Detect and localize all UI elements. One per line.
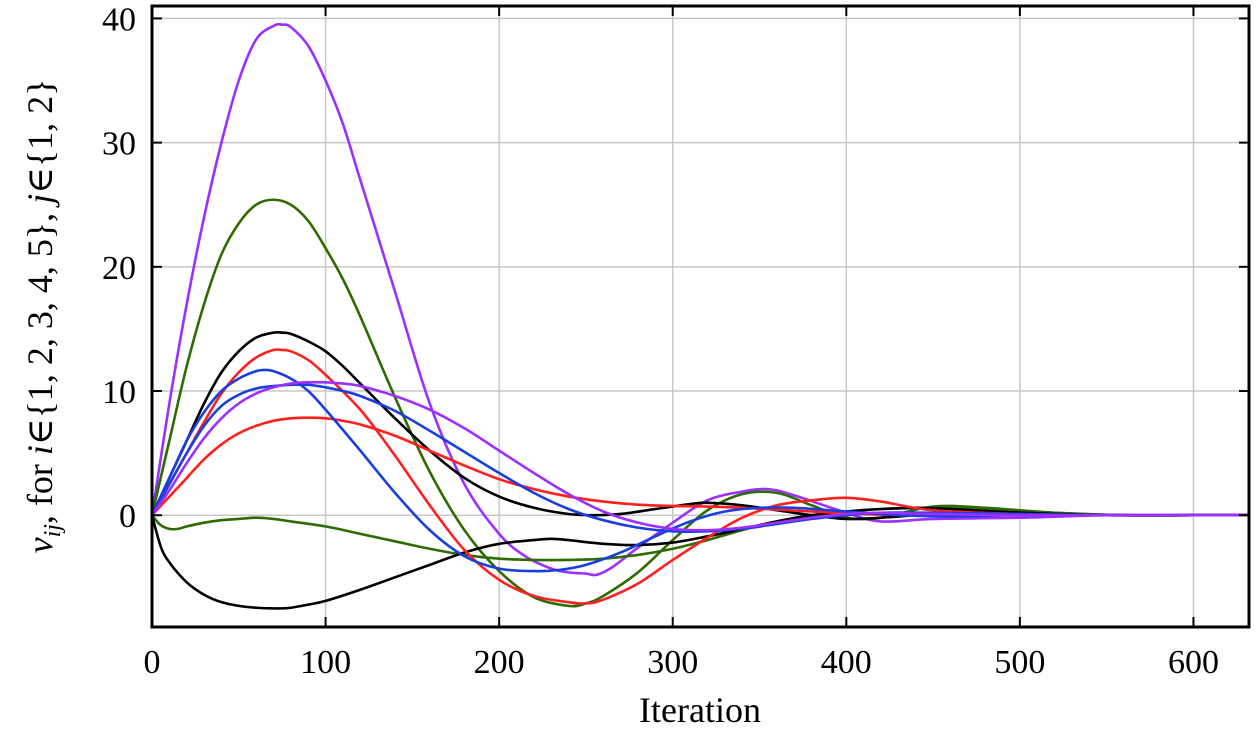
plot-frame xyxy=(150,4,1251,629)
series-lines xyxy=(150,22,1251,610)
series-line-5 xyxy=(150,506,1251,610)
series-line-1 xyxy=(150,22,1251,577)
y-label-v: v xyxy=(20,537,60,553)
x-tick-label: 200 xyxy=(474,644,525,681)
x-tick-label: 0 xyxy=(144,644,161,681)
y-tick-label: 0 xyxy=(119,498,136,535)
y-label-text2: ∈{1, 2, 3, 4, 5}, xyxy=(20,204,60,445)
x-tick-label: 600 xyxy=(1168,644,1219,681)
series-line-2 xyxy=(150,198,1251,608)
series-line-9 xyxy=(150,383,1251,534)
series-line-4 xyxy=(150,330,1251,521)
axis-ticks: 0 100 200 300 400 500 600 0 10 20 30 40 xyxy=(102,1,1249,681)
y-tick-label: 40 xyxy=(102,1,136,38)
series-line-7 xyxy=(150,416,1251,517)
series-line-8 xyxy=(150,368,1251,573)
y-tick-label: 30 xyxy=(102,126,136,163)
y-tick-label: 20 xyxy=(102,250,136,287)
y-label-i: i xyxy=(20,445,60,455)
y-label-j: j xyxy=(20,194,60,208)
x-tick-label: 300 xyxy=(647,644,698,681)
x-tick-label: 100 xyxy=(300,644,351,681)
y-label-text1: , for xyxy=(20,455,60,524)
y-tick-label: 10 xyxy=(102,374,136,411)
y-axis-label: vij, for i∈{1, 2, 3, 4, 5}, j∈{1, 2} xyxy=(20,79,66,554)
x-tick-label: 400 xyxy=(821,644,872,681)
y-label-sub: ij xyxy=(40,524,66,538)
grid-lines xyxy=(152,6,1249,627)
x-tick-label: 500 xyxy=(994,644,1045,681)
y-label-text3: ∈{1, 2} xyxy=(20,79,60,194)
x-axis-label: Iteration xyxy=(639,690,761,730)
series-line-10 xyxy=(150,380,1251,532)
series-line-6 xyxy=(150,348,1251,605)
